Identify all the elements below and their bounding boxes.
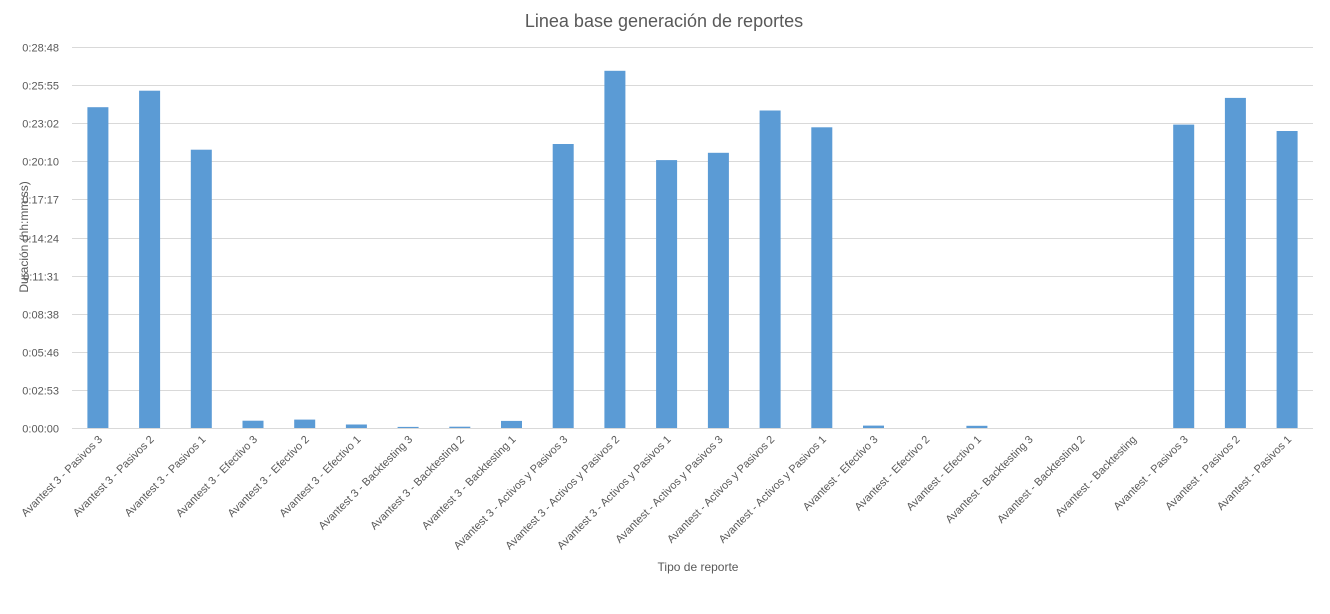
bar [604,70,626,429]
bar [811,127,833,429]
y-tick-label: 0:11:31 [23,272,59,284]
bar [552,144,574,428]
y-axis-tick-labels: 0:00:00 0:02:53 0:05:46 0:08:38 0:11:31 0:14:… [22,43,59,436]
y-tick-label: 0:23:02 [22,119,59,131]
bar [1224,97,1246,429]
bar [397,426,419,428]
chart-title: Linea base generación de reportes [525,11,803,31]
bar [656,160,678,428]
y-tick-label: 0:05:46 [22,348,59,360]
y-tick-label: 0:14:24 [22,234,59,246]
bar [707,152,729,429]
y-tick-label: 0:17:17 [22,195,59,207]
y-tick-label: 0:20:10 [22,157,59,169]
bar [87,107,109,428]
bar [190,149,212,428]
y-tick-label: 0:25:55 [22,81,59,93]
bar [1276,131,1298,428]
y-tick-label: 0:28:48 [22,43,59,55]
bar [501,420,522,428]
bar [966,425,988,428]
y-axis-title: Duración (hh:mm:ss) [17,181,31,292]
bar [242,420,264,428]
bar [759,110,781,428]
bar [449,426,471,428]
y-tick-label: 0:02:53 [22,386,59,398]
x-axis-title: Tipo de reporte [658,560,739,574]
gridlines [72,47,1313,391]
bars [87,70,1298,429]
bar [139,90,161,428]
bar [863,425,884,428]
y-tick-label: 0:00:00 [22,424,59,436]
bar [1173,124,1195,428]
bar [294,419,316,428]
y-tick-label: 0:08:38 [22,310,59,322]
bar [345,424,367,428]
